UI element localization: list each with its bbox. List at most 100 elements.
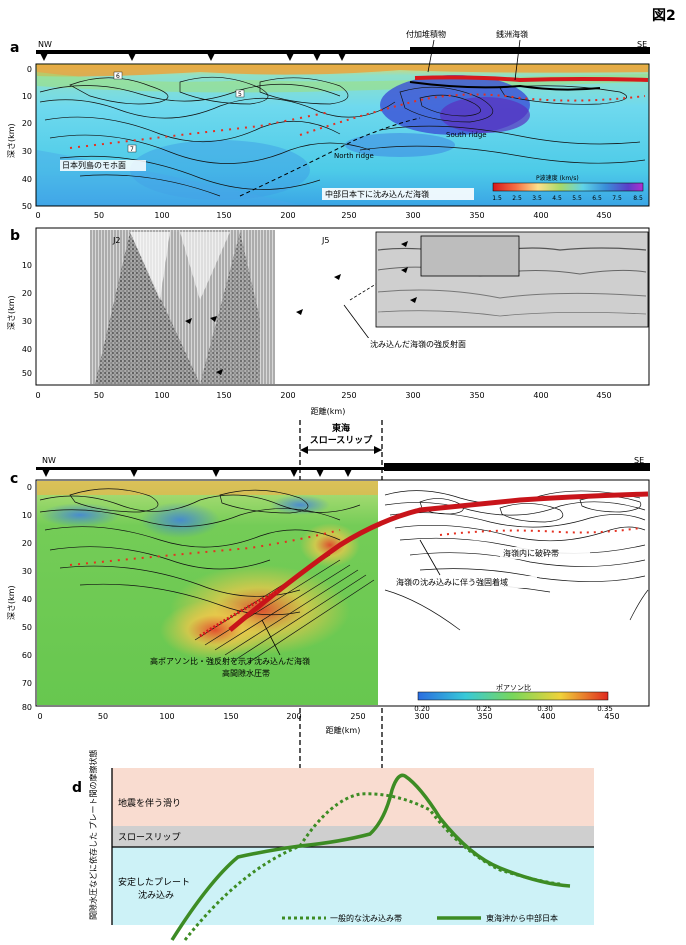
panel-c-ytick: 10 [22,511,32,520]
panel-b-ytick: 50 [22,369,32,378]
panel-c-xticks: 0 50 100 150 200 250 300 350 400 450 [37,712,619,721]
panel-b-annotation: 沈み込んだ海嶺の強反射面 [370,339,466,349]
panel-b-xtick: 300 [405,391,420,400]
panel-c-colorbar-title: ポアソン比 [496,683,531,692]
panel-c: c NW SE [7,456,650,735]
panel-a-xtick: 450 [596,211,611,220]
panel-b-yticks: 10 20 30 40 50 [22,261,32,378]
panel-c-highpoisson-leader [261,619,281,656]
panel-c-colorbar-tick: 0.35 [597,705,613,713]
panel-d-ylabel: 間隙水圧などに依存した プレート間の摩擦状態 [88,749,98,920]
panel-b-inset-link [349,283,377,301]
panel-d-curve-general [183,792,561,941]
panel-d-zone-slow-label: スロースリップ [118,832,181,843]
panel-d-legend: 一般的な沈み込み帯 東海沖から中部日本 [282,913,558,923]
panel-a-subducted-label: 中部日本下に沈み込んだ海嶺 [325,189,429,199]
panel-c-xtick: 350 [477,712,492,721]
panel-c-xtick: 300 [414,712,429,721]
panel-b-annotation-leader [343,304,371,341]
panel-a-ylabel-group: 深さ(km) [7,123,16,158]
panel-d-legend-solid: 東海沖から中部日本 [486,913,558,923]
panel-a-xtick: 400 [533,211,548,220]
panel-a-moho-label: 日本列島のモホ面 [62,160,126,170]
panel-c-xlabel: 距離(km) [326,725,361,735]
panel-b-xtick: 400 [533,391,548,400]
panel-b-xtick: 250 [341,391,356,400]
panel-b-station-j2: J2 [112,236,120,245]
panel-a-north-ridge: North ridge [334,152,374,160]
panel-a-colorbar-tick: 8.5 [633,195,643,202]
panel-c-dir-right: SE [634,456,644,465]
panel-a-colorbar-tick: 4.5 [552,195,562,202]
panel-b-xticks: 0 50 100 150 200 250 300 350 400 450 [35,391,611,400]
panel-c-ytick: 60 [22,651,32,660]
panel-a-xtick: 50 [94,211,104,220]
panel-a-zenisu-label: 銭洲海嶺 [496,29,528,39]
panel-a-moho-dots [69,111,331,149]
panel-a-ytick: 40 [22,175,32,184]
panel-c-highpoisson-label-1: 高ポアソン比・強反射を示す沈み込んだ海嶺 [150,656,310,666]
panel-c-ytick: 30 [22,567,32,576]
panel-c-colorbar-tick: 0.25 [476,705,492,713]
panel-c-ytick: 50 [22,623,32,632]
panel-c-xtick: 150 [223,712,238,721]
panel-b-xtick: 200 [280,391,295,400]
panel-b-xtick: 0 [35,391,40,400]
panel-a-dir-right: SE [637,40,647,49]
panel-c-stations [36,463,650,477]
panel-a-slab-line [414,75,649,83]
panel-a-colorbar-title: P波速度 (km/s) [536,174,579,182]
panel-c-xtick: 200 [286,712,301,721]
panel-c-ytick: 80 [22,703,32,712]
panel-c-highpoisson-label-2: 高間隙水圧帯 [222,668,270,678]
panel-b-reflector-arrows [185,274,341,375]
panel-c-colorbar-tick: 0.20 [414,705,430,713]
panel-a-yticks: 0 10 20 30 40 50 [22,65,32,211]
panel-a-ylabel: 深さ(km) [7,123,16,158]
panel-a-xtick: 350 [469,211,484,220]
panel-c-xtick: 0 [37,712,42,721]
panel-a-stations [36,47,650,61]
panel-a-colorbar-tick: 5.5 [572,195,582,202]
contour-label: 6 [116,73,120,80]
panel-c-slab-line [228,491,649,632]
panel-a-ytick: 10 [22,92,32,101]
panel-c-xtick: 450 [604,712,619,721]
panel-c-ytick: 20 [22,539,32,548]
panel-a-ytick: 0 [27,65,32,74]
tokai-title-2: スロースリップ [310,434,374,446]
panel-d-letter: d [72,780,82,796]
panel-c-ytick: 0 [27,483,32,492]
panel-b-ytick: 30 [22,317,32,326]
panel-a-xtick: 0 [35,211,40,220]
panel-a-ytick: 50 [22,202,32,211]
panel-a-contours [39,76,646,197]
panel-d: d 地震を伴う滑り スロースリップ 安定したプレート 沈み込み 間隙水圧などに依… [72,749,594,941]
panel-b: b J2 J5 [7,227,650,416]
panel-b-letter: b [10,228,20,244]
panel-a-colorbar-tick: 3.5 [532,195,542,202]
panel-c-fracture-dots [439,527,641,536]
contour-label: 7 [130,146,134,153]
panel-a-xtick: 300 [405,211,420,220]
panel-c-ytick: 40 [22,595,32,604]
panel-a-letter: a [10,40,19,56]
panel-d-zone-quake-label: 地震を伴う滑り [118,797,181,809]
panel-d-curve-tokai [170,773,571,941]
panel-b-xtick: 50 [94,391,104,400]
panel-b-xtick: 350 [469,391,484,400]
panel-c-slab-dots-lower [199,588,281,638]
panel-c-colorbar-tick: 0.30 [537,705,553,713]
tokai-title-1: 東海 [332,422,350,434]
panel-c-letter: c [10,471,18,487]
panel-a-colorbar-tick: 6.5 [592,195,602,202]
panel-a-xtick: 200 [280,211,295,220]
panel-d-zone-stable-label-1: 安定したプレート [118,876,190,888]
panel-a-ytick: 20 [22,119,32,128]
panel-c-yticks: 0 10 20 30 40 50 60 70 80 [22,483,32,712]
panel-a-south-ridge: South ridge [446,131,487,139]
panel-a-dir-left: NW [38,40,52,49]
panel-a: a NW SE [7,28,650,220]
panel-a-annotations: 付加堆積物 銭洲海嶺 日本列島のモホ面 North ridge South ri… [60,28,560,200]
panel-c-coupling-leader [419,539,441,576]
